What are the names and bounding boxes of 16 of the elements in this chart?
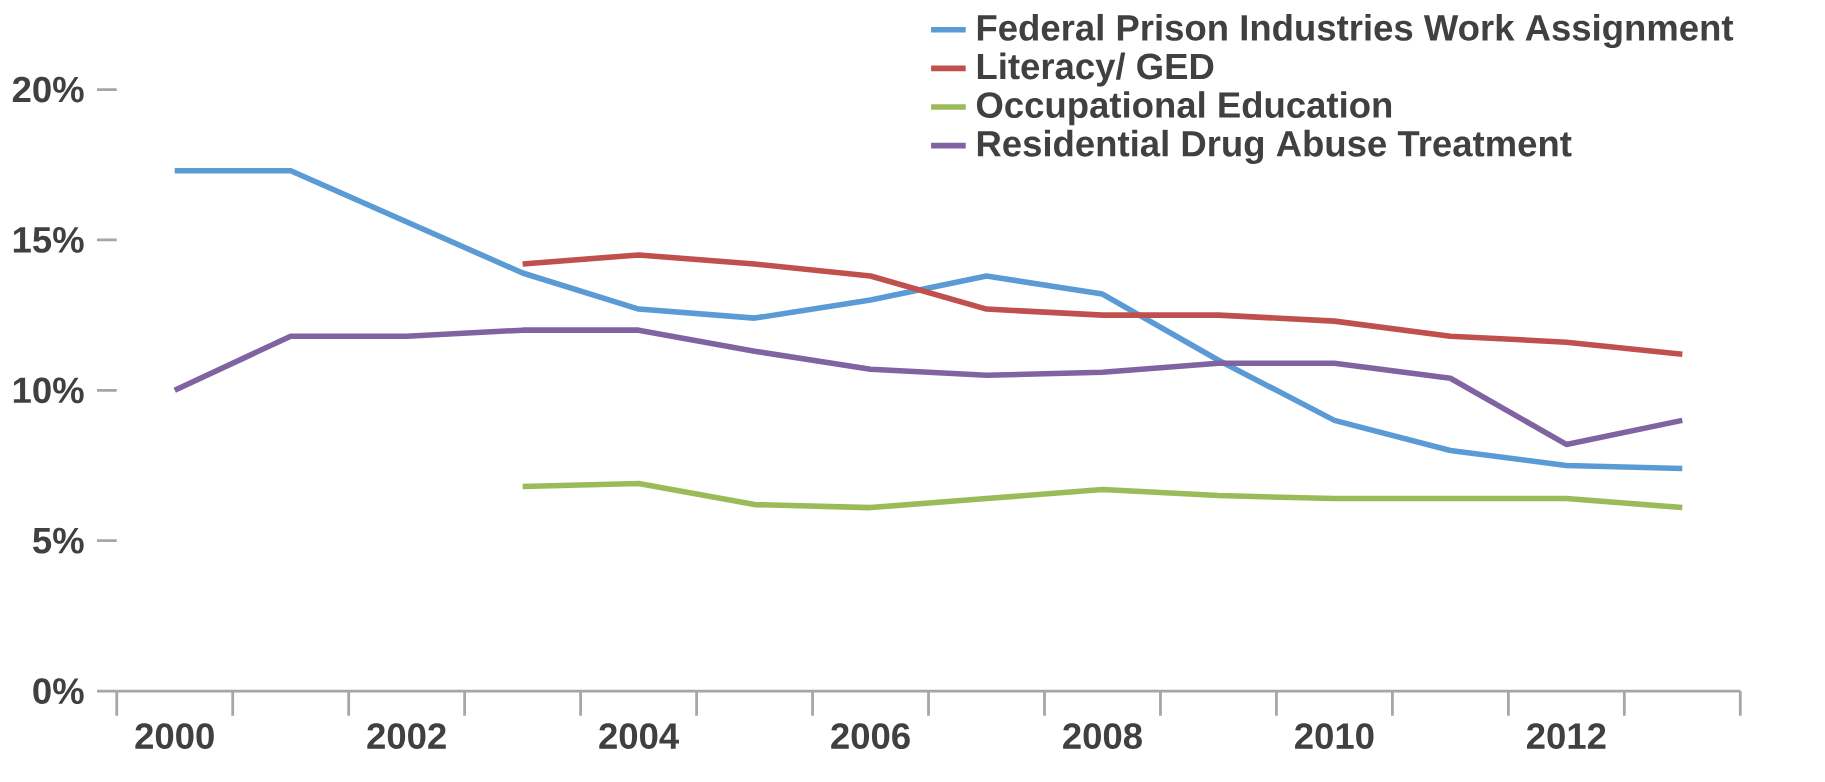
legend-label: Literacy/ GED [977,52,1214,87]
legend-label: Occupational Education [976,91,1392,126]
x-tick-label: 2004 [599,723,679,749]
x-tick-label: 2008 [1063,723,1142,749]
y-tick-label: 10% [13,377,84,404]
x-tick-label: 2006 [831,723,910,749]
y-tick-label: 15% [13,227,84,253]
legend-label: Residential Drug Abuse Treatment [977,129,1572,164]
y-tick-label: 0% [33,678,84,704]
y-tick-label: 20% [12,76,84,103]
x-tick-label: 2000 [135,723,214,749]
y-tick-label: 5% [33,527,84,554]
x-tick-label: 2012 [1527,723,1606,749]
legend-label: Federal Prison Industries Work Assignment [977,13,1734,49]
x-tick-label: 2002 [367,723,446,749]
x-tick-label: 2010 [1295,723,1374,749]
